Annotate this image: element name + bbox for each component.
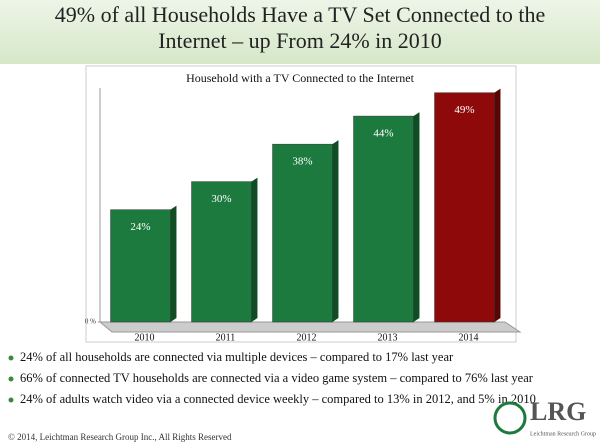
bullet-text: 24% of all households are connected via … <box>20 350 454 364</box>
value-label: 49% <box>454 104 474 116</box>
value-label: 30% <box>211 193 231 205</box>
bar <box>353 115 414 323</box>
x-tick-label: 2014 <box>459 332 479 343</box>
x-tick-label: 2013 <box>378 332 398 343</box>
bar-side <box>251 177 258 322</box>
x-tick-label: 2011 <box>216 332 236 343</box>
bullet-dot <box>8 376 14 382</box>
slide-title: 49% of all Households Have a TV Set Conn… <box>55 2 545 53</box>
y-tick-label: 0 % <box>85 318 96 326</box>
bar-side <box>413 112 420 322</box>
bullet-dot <box>8 355 14 361</box>
bar-side <box>494 88 501 323</box>
bullet-text: 66% of connected TV households are conne… <box>20 371 534 385</box>
bullet-dot <box>8 397 14 403</box>
footer: © 2014, Leichtman Research Group Inc., A… <box>8 432 232 442</box>
chart-title: Household with a TV Connected to the Int… <box>186 71 415 85</box>
value-label: 38% <box>292 156 312 168</box>
value-label: 44% <box>373 128 393 140</box>
x-tick-label: 2012 <box>297 332 317 343</box>
bar <box>272 143 333 323</box>
logo-seal <box>493 401 527 435</box>
bar-side <box>170 205 177 322</box>
bar <box>434 92 495 323</box>
bar <box>110 209 171 323</box>
bullet-text: 24% of adults watch video via a connecte… <box>20 392 536 406</box>
value-label: 24% <box>130 221 150 233</box>
bar-side <box>332 140 339 322</box>
plot: 0 % 2010 24% 2011 30% 2012 38% 2013 44% 2014 49% <box>85 88 501 343</box>
x-tick-label: 2010 <box>135 332 155 343</box>
floor <box>98 321 522 333</box>
bullets: 24% of all households are connected via … <box>8 350 536 406</box>
logo-name: LRG <box>530 397 586 426</box>
header-band <box>0 0 600 64</box>
bar <box>191 181 252 323</box>
logo-subtitle: Leichtman Research Group <box>530 431 596 437</box>
